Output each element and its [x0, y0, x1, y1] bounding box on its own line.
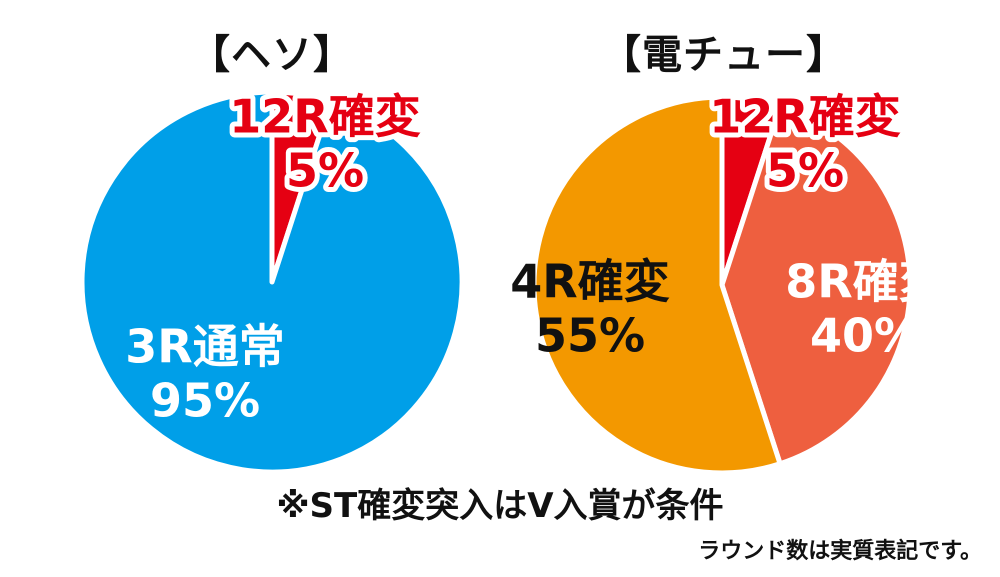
- pie-1-label-1-name: 8R確変: [785, 255, 944, 309]
- footnote: ※ST確変突入はV入賞が条件: [276, 486, 724, 526]
- pie-1-slice-1: [719, 103, 913, 467]
- pie-1-label-0-name: 12R確変: [709, 90, 900, 144]
- pie-1-slice-2: [531, 94, 783, 476]
- pie-1-label-2-value: 55%: [535, 309, 645, 363]
- pie-0-label-0-name: 12R確変: [229, 90, 420, 144]
- chart-title-heso: 【ヘソ】: [190, 32, 354, 78]
- pie-1-label-0-value: 5%: [766, 144, 844, 198]
- pie-1-label-2-name: 4R確変: [510, 255, 669, 309]
- pie-0-label-0-value-outline: 5%: [286, 144, 364, 198]
- pie-0-label-0-value: 5%: [286, 144, 364, 198]
- pie-1-label-0-name-outline: 12R確変: [709, 90, 900, 144]
- pie-0-label-1-name: 3R通常: [125, 320, 284, 374]
- pie-0-slice-1: [79, 89, 465, 475]
- pie-1-label-1-value: 40%: [810, 309, 920, 363]
- pie-0-label-0-name-outline: 12R確変: [229, 90, 420, 144]
- pie-0-label-1-value: 95%: [150, 374, 260, 428]
- pie-1-label-0-value-outline: 5%: [766, 144, 844, 198]
- subnote: ラウンド数は実質表記です。: [698, 539, 982, 564]
- chart-title-denchu: 【電チュー】: [601, 32, 847, 78]
